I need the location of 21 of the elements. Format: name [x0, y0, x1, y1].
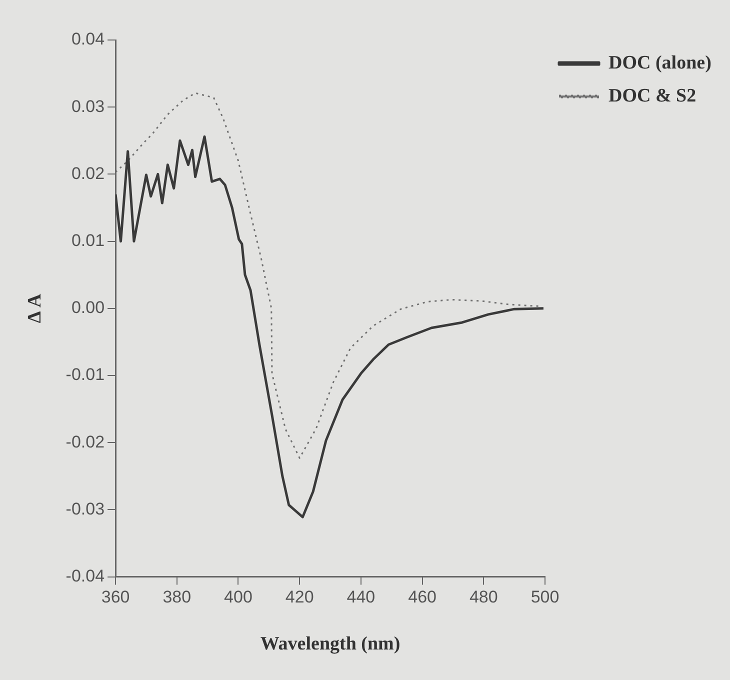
y-tick-label: 0.01: [71, 230, 105, 250]
x-tick-label: 500: [530, 588, 560, 607]
y-tick-label: 0.00: [71, 298, 105, 318]
y-tick-label: 0.03: [71, 96, 105, 116]
y-tick-label: -0.01: [66, 365, 105, 384]
y-tick-label: -0.04: [66, 566, 105, 586]
x-tick-label: 460: [408, 588, 436, 607]
y-tick-label: -0.02: [66, 432, 105, 452]
x-axis-title: Wavelength (nm): [260, 634, 400, 655]
x-tick-label: 480: [469, 588, 498, 607]
x-tick-label: 380: [162, 588, 192, 607]
y-tick-label: -0.03: [66, 499, 105, 518]
y-tick-label: 0.02: [71, 164, 105, 183]
x-tick-label: 440: [346, 588, 376, 607]
y-axis-title: Δ A: [24, 293, 46, 324]
legend-label: DOC (alone): [608, 52, 712, 74]
legend-label: DOC & S2: [608, 85, 696, 106]
x-tick-label: 400: [224, 588, 252, 607]
x-tick-label: 360: [101, 588, 130, 607]
x-tick-label: 420: [285, 588, 314, 607]
y-tick-label: 0.04: [71, 30, 105, 49]
